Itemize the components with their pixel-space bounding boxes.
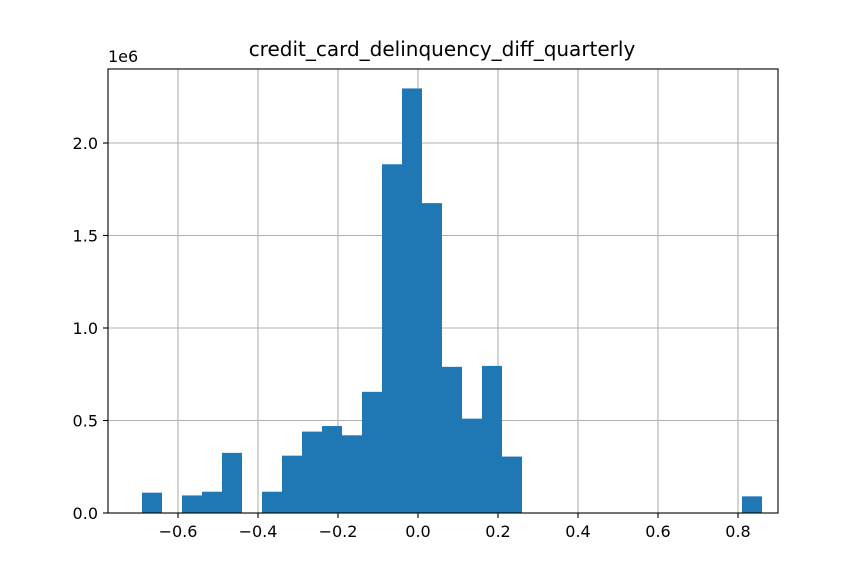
histogram-bar: [442, 366, 462, 513]
ticks-layer: −0.6 −0.4 −0.2 0.0 0.2 0.4 0.6 0.8 0.0 0.5 1.0 1.5 2…: [73, 134, 751, 541]
y-tick-label: 0.0: [73, 504, 98, 523]
histogram-bar: [342, 435, 362, 513]
histogram-bar: [282, 455, 302, 513]
y-tick-label: 1.5: [73, 227, 98, 246]
histogram-bar: [142, 492, 162, 513]
histogram-bar: [222, 452, 242, 513]
x-tick-label: −0.6: [159, 522, 198, 541]
x-tick-label: 0.6: [645, 522, 670, 541]
histogram-bar: [262, 491, 282, 513]
histogram-bar: [422, 203, 442, 513]
y-offset-label: 1e6: [108, 47, 138, 66]
histogram-bar: [182, 495, 202, 513]
histogram-bar: [502, 456, 522, 513]
histogram-bar: [202, 491, 222, 513]
histogram-bar: [362, 391, 382, 513]
x-tick-label: 0.4: [565, 522, 590, 541]
y-tick-label: 2.0: [73, 134, 98, 153]
x-tick-label: 0.8: [725, 522, 750, 541]
axes-frame: [107, 68, 779, 514]
histogram-bar: [402, 88, 422, 514]
y-tick-label: 1.0: [73, 319, 98, 338]
y-tick-label: 0.5: [73, 412, 98, 431]
histogram-bar: [322, 426, 342, 513]
x-tick-label: 0.0: [405, 522, 430, 541]
histogram-bar: [462, 418, 482, 513]
x-tick-label: −0.4: [239, 522, 278, 541]
bars-layer: [142, 88, 762, 514]
x-tick-label: −0.2: [319, 522, 358, 541]
histogram-bar: [742, 496, 762, 513]
histogram-bar: [302, 431, 322, 513]
chart-title: credit_card_delinquency_diff_quarterly: [249, 37, 636, 61]
x-tick-label: 0.2: [485, 522, 510, 541]
histogram-bar: [382, 164, 402, 513]
histogram-bar: [482, 365, 502, 513]
